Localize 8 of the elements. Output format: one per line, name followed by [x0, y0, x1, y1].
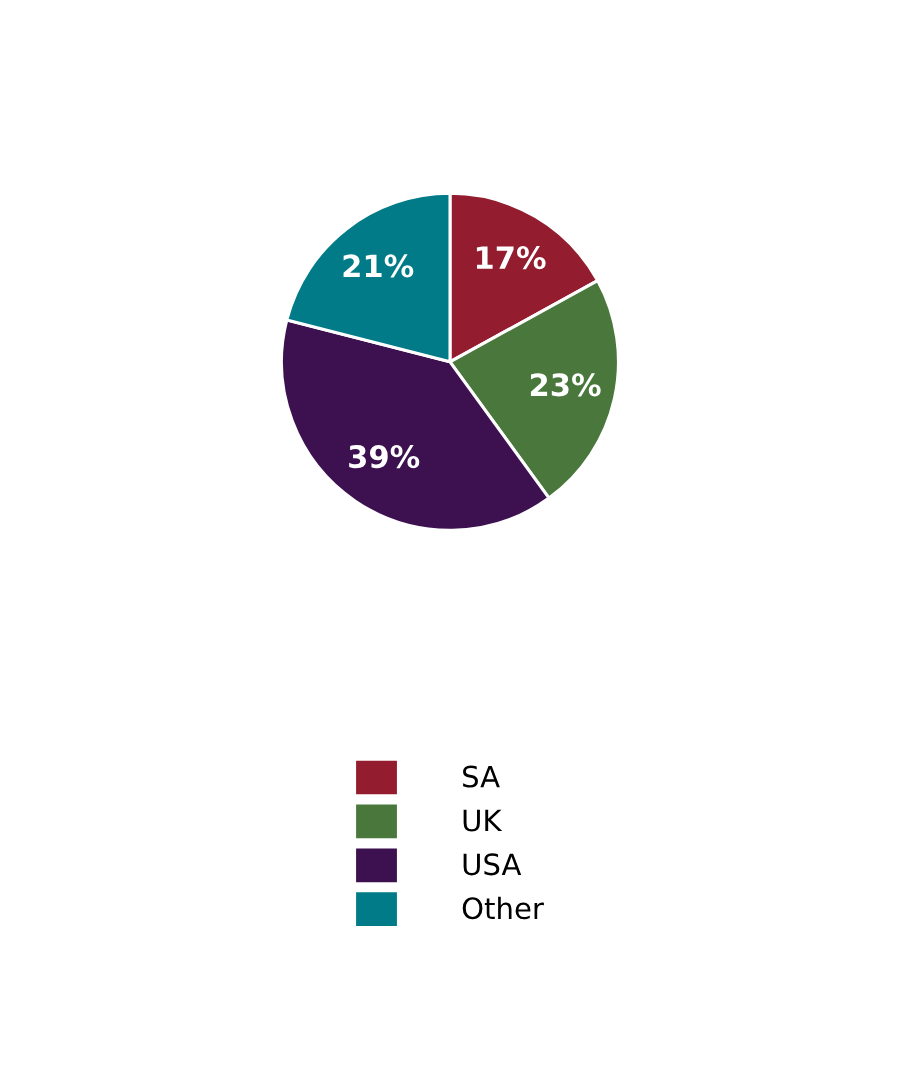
- data-label: 23%: [530, 373, 601, 397]
- data-label: 17%: [476, 246, 546, 270]
- data-label: 39%: [349, 445, 420, 469]
- legend-label: SA: [463, 765, 500, 788]
- data-label: 21%: [343, 254, 414, 278]
- legend-label: Other: [462, 896, 544, 920]
- legend-label: UK: [463, 809, 503, 832]
- legend-label: USA: [463, 853, 522, 876]
